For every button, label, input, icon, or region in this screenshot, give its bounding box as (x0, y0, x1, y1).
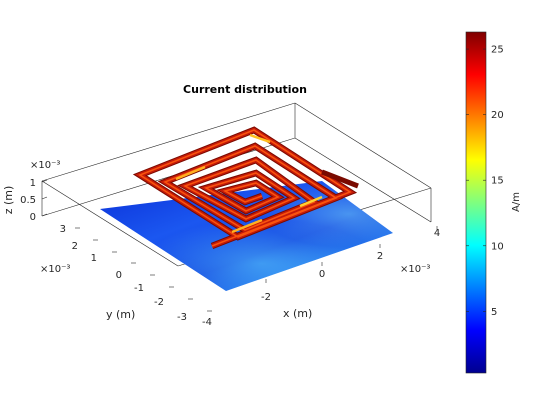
x-axis-label: x (m) (283, 307, 312, 320)
chart-title: Current distribution (183, 83, 307, 96)
z-tick-label: 1 (30, 178, 36, 189)
z-exponent-label: ×10⁻³ (30, 160, 60, 171)
y-tick-label: 3 (60, 224, 66, 235)
z-axis-label: z (m) (2, 186, 15, 215)
y-tick-label: -3 (177, 312, 187, 323)
x-tick-label: -2 (261, 292, 271, 303)
x-tick-label: 0 (319, 269, 325, 280)
colorbar-tick-label: 5 (491, 307, 497, 318)
colorbar-label: A/m (511, 192, 522, 212)
y-tick-label: 0 (116, 270, 122, 281)
y-tick-label: -1 (134, 283, 144, 294)
colorbar-gradient (465, 31, 487, 374)
z-axis: 1 0.5 0 ×10⁻³ z (m) (2, 160, 60, 223)
x-tick-label: 4 (434, 228, 440, 239)
y-tick-label: -2 (154, 297, 164, 308)
y-axis-label: y (m) (106, 308, 135, 321)
colorbar-tick-label: 15 (491, 176, 504, 187)
y-tick-label: 1 (91, 253, 97, 264)
x-exponent-label: ×10⁻³ (400, 264, 430, 275)
z-tick-label: 0.5 (20, 195, 36, 206)
y-exponent-label: ×10⁻³ (40, 264, 70, 275)
colorbar: 25 20 15 10 5 A/m (465, 31, 522, 374)
spiral-antenna (132, 126, 359, 250)
y-tick-label: -4 (202, 317, 212, 328)
colorbar-tick-label: 25 (491, 45, 504, 56)
y-tick-label: 2 (72, 241, 78, 252)
x-axis: -2 0 2 4 ×10⁻³ x (m) (261, 226, 440, 320)
x-tick-label: 2 (377, 251, 383, 262)
z-tick-label: 0 (30, 212, 36, 223)
colorbar-tick-label: 20 (491, 110, 504, 121)
y-axis: 3 2 1 0 -1 -2 -3 -4 ×10⁻³ y (m) (40, 224, 212, 328)
colorbar-tick-label: 10 (491, 241, 504, 252)
